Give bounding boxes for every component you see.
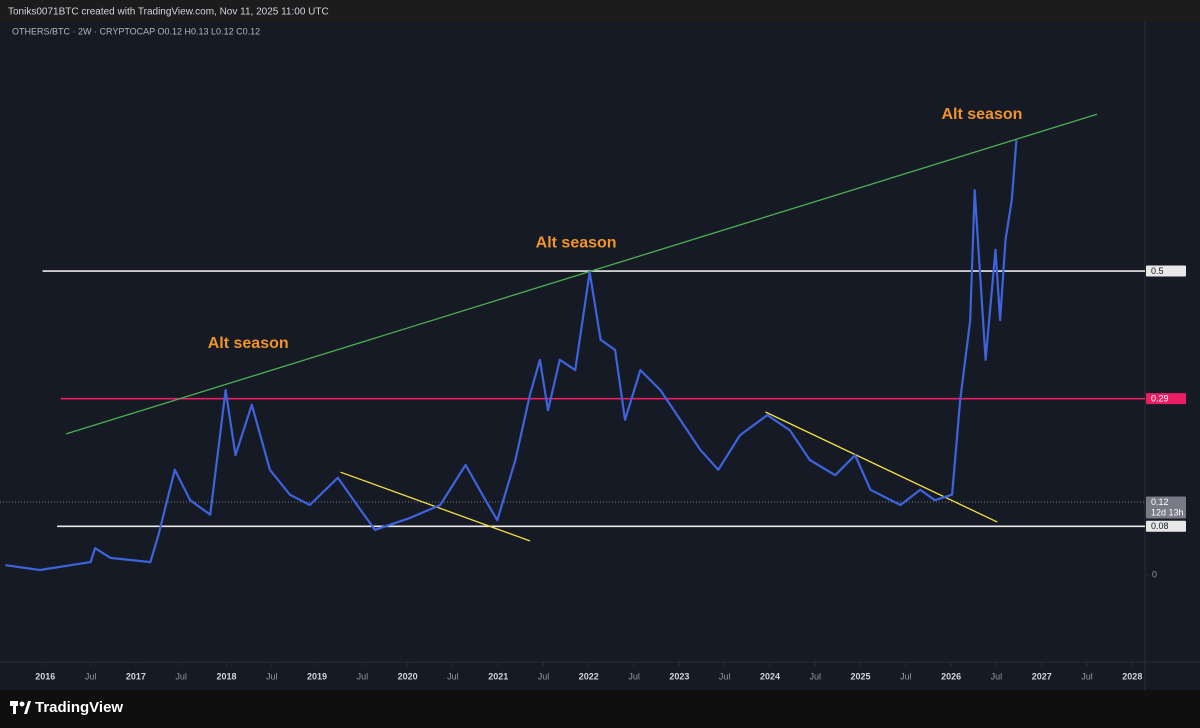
x-tick-label: Jul [85, 671, 97, 681]
level-label-box [1146, 393, 1186, 405]
x-tick-label: 2024 [760, 671, 780, 681]
x-tick-label: 2023 [669, 671, 689, 681]
x-tick-label: 2016 [35, 671, 55, 681]
x-tick-label: 2027 [1032, 671, 1052, 681]
x-tick-label: 2020 [398, 671, 418, 681]
annotation: Alt season [536, 234, 617, 251]
level-label: 0.5 [1151, 266, 1164, 276]
price-line [5, 140, 1018, 572]
x-tick-label: 2025 [851, 671, 871, 681]
bottom-bar [0, 690, 1200, 728]
level-label: 0.12 [1151, 497, 1169, 507]
x-tick-label: 2026 [941, 671, 961, 681]
x-tick-label: Jul [447, 671, 459, 681]
level-label: 0.29 [1151, 394, 1169, 404]
plot: 2016 Jul 2017 Jul 2018 Jul 2019 Jul 2020 Jul 2021 J… [0, 106, 1186, 681]
trendline [765, 411, 998, 523]
x-tick-label: Jul [810, 671, 822, 681]
x-tick-label: 2018 [216, 671, 236, 681]
x-tick-label: Jul [538, 671, 550, 681]
annotation: Alt season [941, 106, 1022, 123]
brand: TradingView [35, 699, 123, 716]
x-tick-label: 2019 [307, 671, 327, 681]
brand-logo [10, 701, 31, 714]
level-label-box [1146, 520, 1186, 532]
attribution: Toniks0071BTC created with TradingView.c… [8, 7, 329, 18]
x-tick-label: Jul [357, 671, 369, 681]
x-tick-label: 2022 [579, 671, 599, 681]
x-tick-label: Jul [900, 671, 912, 681]
x-tick-label: Jul [991, 671, 1003, 681]
x-tick-label: Jul [266, 671, 278, 681]
x-tick-label: Jul [175, 671, 187, 681]
x-tick-label: 2017 [126, 671, 146, 681]
trendline [65, 113, 1098, 435]
logo-shape [19, 701, 25, 707]
x-tick-label: Jul [719, 671, 731, 681]
x-tick-label: 2021 [488, 671, 508, 681]
level-label: 0.08 [1151, 521, 1169, 531]
level-label-box [1146, 265, 1186, 277]
top-bar [0, 0, 1200, 22]
y-tick-label: 0 [1152, 569, 1157, 579]
x-tick-label: Jul [1081, 671, 1093, 681]
symbol-info: OTHERS/BTC · 2W · CRYPTOCAP O0.12 H0.13 … [12, 26, 260, 36]
x-tick-label: Jul [628, 671, 640, 681]
logo-shape [13, 701, 16, 714]
logo-shape [24, 701, 31, 714]
level-label-box [1146, 496, 1186, 519]
countdown: 12d 13h [1151, 507, 1184, 517]
x-tick-label: 2028 [1122, 671, 1142, 681]
annotation: Alt season [208, 335, 289, 352]
